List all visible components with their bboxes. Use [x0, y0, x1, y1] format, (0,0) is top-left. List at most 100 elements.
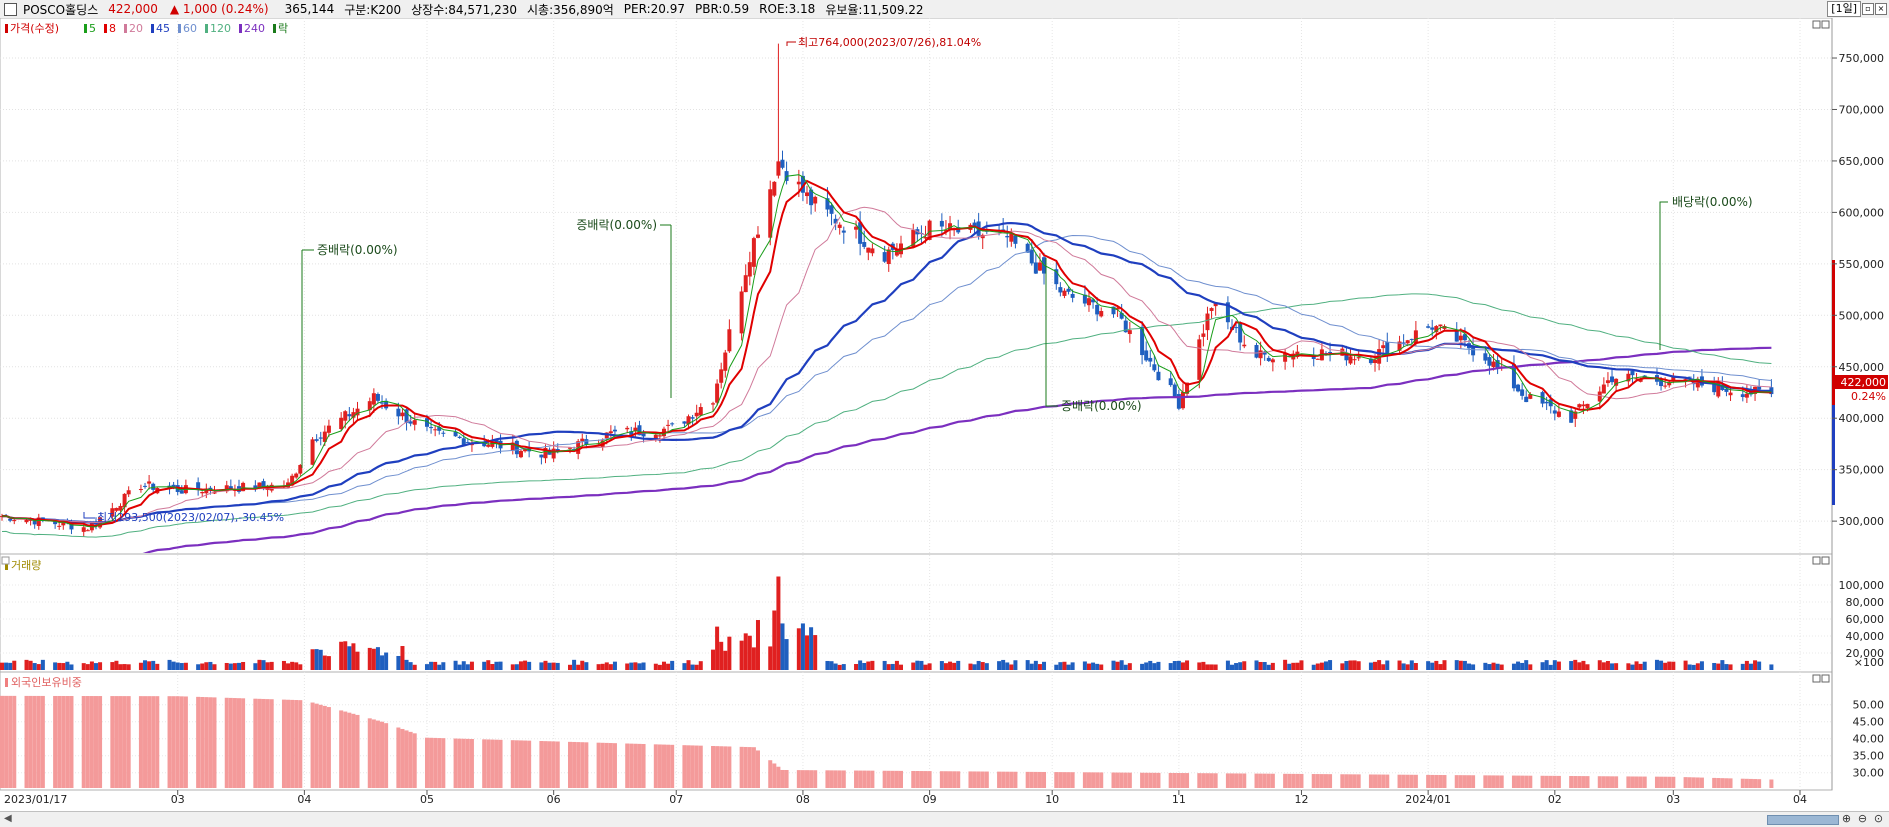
volume-bar — [1001, 659, 1006, 670]
foreign-ratio-bar — [1667, 776, 1672, 788]
foreign-ratio-bar — [1724, 778, 1729, 788]
foreign-ratio-bar — [494, 739, 499, 788]
candle-body — [1185, 382, 1190, 394]
candle-body — [1209, 308, 1214, 311]
candle-body — [1516, 384, 1521, 392]
volume-bar — [290, 661, 295, 670]
candle-body — [1524, 396, 1529, 403]
zoom-in-icon[interactable]: ⊕ — [1841, 812, 1852, 825]
candle-body — [1054, 269, 1059, 285]
volume-bar — [580, 660, 585, 670]
candle-body — [1140, 326, 1145, 356]
foreign-ratio-bar — [1516, 775, 1521, 788]
volume-bar — [404, 659, 409, 670]
foreign-ratio-bar — [1062, 772, 1067, 788]
foreign-ratio-bar — [147, 696, 152, 788]
price-tick-label: 450,000 — [1839, 361, 1885, 374]
volume-tick-label: 60,000 — [1846, 613, 1885, 626]
price-legend: 가격(수정) 5 8 20 45 60 120 240 락 — [5, 22, 288, 35]
volume-bar — [1025, 660, 1030, 670]
chart-area[interactable]: 750,000 700,000 650,000 600,000 550,000 500,0… — [0, 18, 1889, 811]
stock-name[interactable]: POSCO홀딩스 — [23, 2, 99, 17]
volume-bar — [1258, 661, 1263, 670]
foreign-ratio-bar — [661, 744, 666, 788]
close-icon[interactable]: × — [1875, 3, 1887, 15]
candle-body — [375, 394, 380, 401]
foreign-ratio-bar — [40, 695, 45, 788]
foreign-ratio-bar — [1434, 774, 1439, 788]
volume-bar — [854, 664, 859, 670]
volume-bar — [1528, 664, 1533, 670]
foreign-panel-close-icon[interactable] — [1821, 674, 1830, 683]
foreign-ratio-bar — [1356, 774, 1361, 788]
zoom-reset-icon[interactable]: ⊙ — [1873, 812, 1884, 825]
candle-body — [923, 236, 928, 239]
volume-panel-max-icon[interactable] — [1812, 556, 1821, 565]
volume-panel-toggle-icon[interactable] — [1, 556, 10, 565]
volume-bar — [1548, 664, 1553, 670]
candle-body — [1556, 411, 1561, 417]
volume-bar — [237, 662, 242, 670]
foreign-ratio-bar — [1013, 771, 1018, 788]
legend-swatch — [84, 24, 87, 33]
foreign-ratio-bar — [1695, 777, 1700, 788]
ma-line-120 — [1, 293, 1772, 538]
zoom-out-icon[interactable]: ⊖ — [1857, 812, 1868, 825]
volume-bar — [833, 663, 838, 670]
low-label: 최저293,500(2023/02/07),-30.45% — [97, 511, 284, 524]
candle-body — [241, 482, 246, 492]
volume-bar — [1033, 660, 1038, 670]
volume-bar — [1086, 663, 1091, 670]
candle-body — [841, 230, 846, 233]
volume-bar — [232, 663, 237, 670]
candle-body — [1544, 401, 1549, 404]
legend-entry: 60 — [183, 22, 197, 35]
volume-bar — [155, 663, 160, 670]
price-panel-close-icon[interactable] — [1821, 20, 1830, 29]
volume-bar — [1042, 661, 1047, 670]
period-selector[interactable]: [1일] — [1827, 1, 1861, 17]
select-checkbox[interactable] — [4, 2, 17, 16]
candle-body — [1462, 334, 1467, 341]
volume-bar — [984, 663, 989, 670]
volume-bar — [98, 662, 103, 670]
candle-body — [1667, 382, 1672, 386]
foreign-ratio-bar — [322, 705, 327, 788]
scroll-bar[interactable] — [0, 811, 1889, 827]
foreign-ratio-bar — [326, 707, 331, 788]
minimize-icon[interactable]: ▫ — [1862, 3, 1874, 15]
foreign-ratio-bar — [1070, 772, 1075, 788]
foreign-ratio-bar — [1328, 774, 1333, 788]
volume-bar — [1753, 660, 1758, 670]
volume-bar — [1544, 660, 1549, 670]
candle-body — [69, 523, 74, 530]
candle-body — [829, 205, 834, 214]
foreign-ratio-bar — [1005, 771, 1010, 788]
foreign-panel-max-icon[interactable] — [1812, 674, 1821, 683]
volume-bar — [138, 662, 143, 670]
volume-bar — [629, 662, 634, 670]
candle-body — [604, 432, 609, 439]
foreign-ratio-bar — [1180, 773, 1185, 788]
volume-bar — [694, 664, 699, 670]
volume-panel-close-icon[interactable] — [1821, 556, 1830, 565]
scroll-thumb[interactable] — [1767, 815, 1839, 825]
foreign-ratio-bar — [53, 695, 58, 788]
foreign-ratio-bar — [1614, 776, 1619, 788]
candle-body — [772, 181, 777, 196]
foreign-ratio-bar — [429, 737, 434, 788]
x-tick-label: 02 — [1548, 793, 1562, 806]
volume-bar — [384, 652, 389, 670]
foreign-ratio-bar — [1462, 775, 1467, 788]
foreign-ratio-bar — [543, 741, 548, 788]
volume-bar — [61, 663, 66, 670]
candle-body — [400, 412, 405, 417]
price-panel-max-icon[interactable] — [1812, 20, 1821, 29]
candle-body — [1172, 384, 1177, 397]
x-tick-label: 08 — [796, 793, 810, 806]
candle-body — [514, 440, 519, 455]
volume-bar — [514, 664, 519, 670]
scroll-left-icon[interactable]: ◀ — [4, 813, 12, 824]
candle-body — [1123, 320, 1128, 333]
foreign-ratio-bar — [1205, 773, 1210, 788]
